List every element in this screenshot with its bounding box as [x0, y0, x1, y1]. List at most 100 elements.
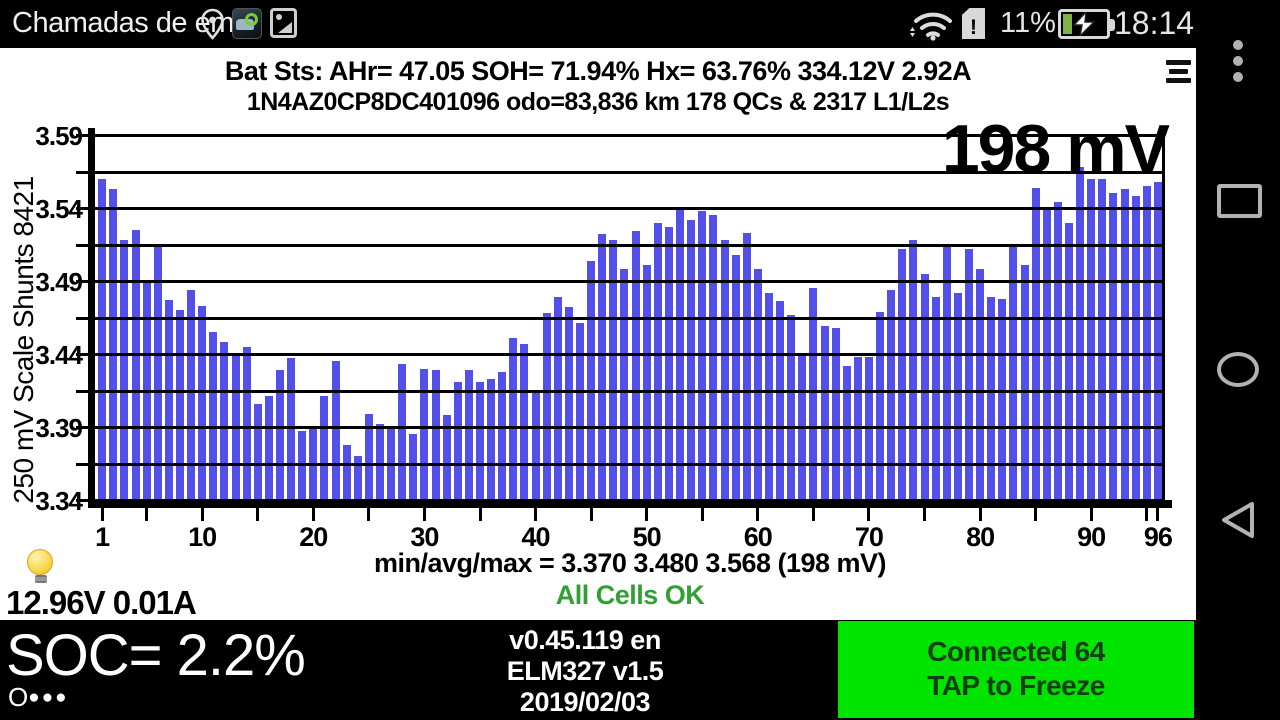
y-axis-tick: [76, 207, 88, 210]
cell-voltage-bar: [453, 381, 462, 500]
x-tick-label: 30: [410, 522, 439, 552]
cells-status-label: All Cells OK: [555, 580, 705, 610]
cell-voltage-bar: [353, 456, 362, 500]
cell-voltage-bar: [553, 297, 562, 500]
cell-voltage-bar: [820, 326, 829, 500]
cell-voltage-bar: [1009, 247, 1018, 500]
x-tick-label: 60: [743, 522, 773, 552]
cell-voltage-bar: [742, 232, 751, 500]
plot-right-border: [1162, 135, 1165, 503]
cell-voltage-bar: [976, 269, 985, 500]
cell-voltage-bar: [420, 368, 429, 500]
cell-voltage-bar: [709, 215, 718, 500]
y-axis-tick: [76, 170, 88, 174]
cell-voltage-bar: [887, 289, 896, 500]
x-tick-label: 40: [521, 522, 550, 552]
cell-voltage-bar: [576, 323, 584, 500]
cell-voltage-bar: [1087, 178, 1096, 500]
leafspy-app-icon: [232, 8, 262, 39]
back-icon[interactable]: [1216, 501, 1258, 539]
cell-voltage-bar: [909, 240, 918, 500]
cell-voltage-bar: [98, 178, 107, 500]
x-axis-tick: [1089, 508, 1093, 521]
y-axis-line: [88, 128, 95, 508]
cell-voltage-bar: [1020, 264, 1029, 500]
cell-voltage-bar: [164, 300, 173, 500]
cell-voltage-bar: [942, 244, 951, 500]
gridline: [95, 389, 1165, 393]
x-tick-label: 10: [188, 522, 217, 552]
cell-voltage-bar: [965, 248, 973, 500]
y-axis-tick: [76, 499, 88, 502]
x-axis-tick: [311, 508, 315, 521]
menu-icon[interactable]: [1166, 60, 1191, 87]
cell-voltage-bar: [442, 415, 451, 500]
car-shape: [236, 19, 254, 30]
cell-voltage-bar: [931, 297, 940, 500]
vin-odometer-header: 1N4AZ0CP8DC401096 odo=83,836 km 178 QCs …: [246, 88, 950, 116]
status-bar: Chamadas de em... ! 11% 18:14: [0, 0, 1280, 48]
x-axis-tick: [756, 508, 760, 521]
cell-voltage-bar: [620, 269, 629, 500]
cell-voltage-bar: [609, 240, 618, 500]
aux-battery-label: 12.96V 0.01A: [6, 584, 197, 621]
cell-voltage-bar: [298, 431, 307, 500]
cell-voltage-bar: [409, 434, 418, 500]
x-axis-tick: [589, 508, 593, 521]
x-axis-tick: [1034, 508, 1038, 521]
cell-voltage-bar: [175, 310, 184, 500]
x-axis-tick: [645, 508, 649, 521]
cell-voltage-bar: [120, 240, 129, 500]
gridline: [95, 207, 1165, 210]
x-axis-tick: [978, 508, 982, 521]
cell-voltage-bar: [342, 444, 351, 500]
x-axis-tick: [422, 508, 426, 521]
lightning-bolt-icon: [1072, 12, 1096, 36]
x-tick-label: 70: [854, 522, 884, 552]
battery-percent: 11%: [1000, 7, 1056, 39]
cell-voltage-bar: [953, 292, 962, 500]
y-axis-tick: [76, 389, 88, 393]
android-nav-bar: [1196, 0, 1280, 720]
cell-voltage-bar: [1142, 186, 1151, 500]
connection-freeze-button[interactable]: Connected 64 TAP to Freeze: [838, 621, 1194, 718]
cell-voltage-bar: [375, 424, 384, 500]
cell-voltage-bar: [264, 396, 273, 500]
recents-icon[interactable]: [1217, 184, 1262, 218]
app-version: v0.45.119 en: [509, 625, 661, 655]
cell-voltage-bar: [253, 403, 262, 500]
cell-voltage-bar: [487, 378, 496, 500]
y-axis-tick: [76, 426, 88, 429]
page-indicator[interactable]: O●●●: [8, 682, 69, 712]
cell-voltage-bar: [531, 390, 540, 500]
voltage-spread-annotation: 198 mV: [941, 111, 1170, 187]
cell-voltage-bar: [1053, 202, 1062, 500]
y-tick-label: 3.39: [35, 413, 83, 443]
y-axis-tick: [76, 462, 88, 466]
y-axis-tick: [76, 316, 88, 320]
x-tick-label: 90: [1077, 522, 1106, 552]
freeze-hint: TAP to Freeze: [927, 670, 1105, 701]
y-axis-title: 250 mV Scale Shunts 8421: [8, 176, 39, 504]
connection-status: Connected 64: [927, 636, 1105, 667]
cell-voltage-bar: [831, 327, 840, 500]
battery-charging-icon: [1058, 9, 1115, 39]
leafspy-app-area: Bat Sts: AHr= 47.05 SOH= 71.94% Hx= 63.7…: [0, 48, 1196, 621]
cell-voltage-bar: [1031, 187, 1040, 500]
cell-voltage-bar: [153, 247, 162, 500]
cell-voltage-bar: [431, 370, 440, 500]
cell-voltage-bar: [809, 288, 818, 500]
cell-voltage-bar: [642, 264, 651, 500]
gridline: [95, 134, 1165, 137]
y-tick-label: 3.59: [35, 121, 83, 151]
bottom-bar: SOC= 2.2% O●●● v0.45.119 en ELM327 v1.5 …: [0, 620, 1196, 720]
home-icon[interactable]: [1217, 352, 1259, 387]
y-axis-tick: [76, 134, 88, 137]
cell-voltage-bar: [398, 364, 407, 500]
x-axis-tick: [478, 508, 482, 521]
cell-voltage-bar: [198, 305, 207, 500]
cell-voltage-bar: [187, 289, 195, 500]
overflow-menu-icon[interactable]: [1232, 38, 1244, 84]
cell-voltage-bar: [220, 342, 229, 500]
x-axis-tick: [1156, 508, 1160, 521]
